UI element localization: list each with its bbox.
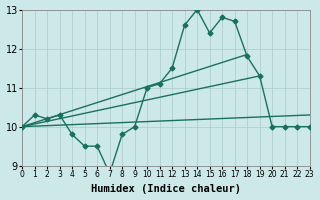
X-axis label: Humidex (Indice chaleur): Humidex (Indice chaleur) bbox=[91, 184, 241, 194]
